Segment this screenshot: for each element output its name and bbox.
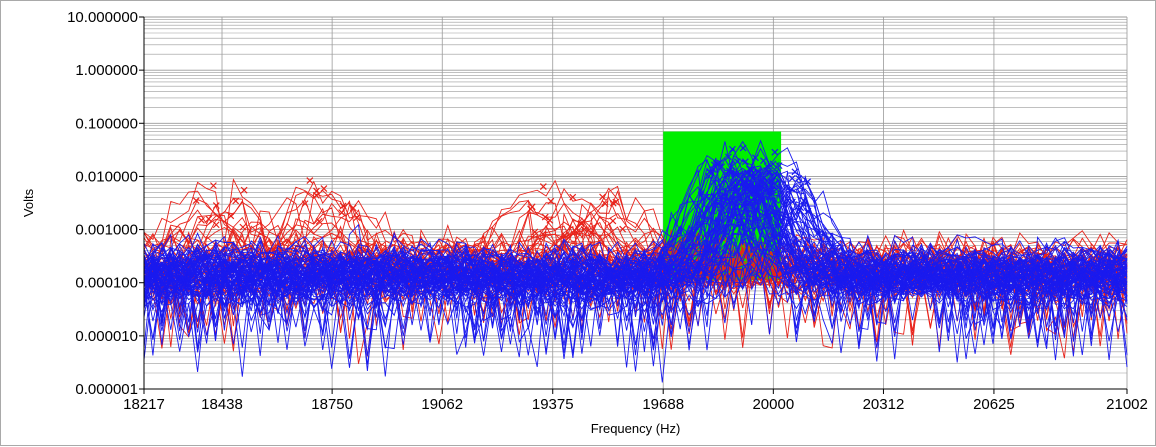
blue-peak-marker — [771, 148, 779, 156]
y-tick-label: 0.010000 — [75, 168, 138, 185]
red-peak-marker — [210, 182, 217, 190]
blue-peak-marker — [747, 185, 755, 193]
blue-series-line — [143, 196, 1128, 369]
red-peak-marker — [546, 216, 554, 224]
blue-peak-marker — [710, 161, 718, 169]
red-peak-marker — [301, 200, 309, 208]
blue-series-line — [143, 187, 1128, 335]
red-peak-marker — [599, 193, 606, 201]
red-peak-marker — [306, 177, 314, 184]
red-peak-marker — [198, 216, 205, 224]
blue-peak-marker — [740, 178, 747, 186]
x-axis-title: Frequency (Hz) — [591, 421, 681, 436]
y-tick-label: 0.000010 — [75, 328, 138, 345]
x-tick-label: 20625 — [973, 396, 1015, 413]
x-tick-label: 20312 — [863, 396, 905, 413]
y-tick-label: 0.000001 — [75, 381, 138, 398]
red-peak-marker — [619, 225, 627, 233]
blue-peak-marker — [706, 168, 714, 176]
blue-peak-marker — [788, 174, 796, 182]
blue-peak-marker — [741, 158, 749, 166]
blue-peak-marker — [728, 162, 736, 170]
blue-series-line — [143, 188, 1128, 343]
y-tick-label: 10.000000 — [67, 9, 138, 26]
red-peak-marker — [212, 202, 220, 209]
blue-series-line — [143, 175, 1128, 368]
blue-series-line — [143, 198, 1128, 368]
red-peak-marker — [239, 223, 247, 231]
blue-peak-marker — [731, 170, 739, 178]
y-tick-label: 0.000100 — [75, 275, 138, 292]
red-peak-marker — [609, 217, 617, 225]
x-tick-label: 19688 — [642, 396, 684, 413]
red-peak-marker — [315, 217, 323, 225]
blue-peak-marker — [771, 169, 779, 177]
blue-peak-marker — [769, 186, 777, 194]
blue-peak-marker — [760, 157, 767, 165]
x-tick-label: 18750 — [311, 396, 353, 413]
blue-peak-marker — [717, 193, 724, 201]
y-axis-title: Volts — [21, 188, 36, 217]
x-tick-label: 19062 — [421, 396, 463, 413]
x-tick-label: 21002 — [1106, 396, 1148, 413]
blue-series-line — [143, 185, 1128, 344]
blue-peak-marker — [698, 189, 705, 197]
blue-peak-marker — [775, 162, 783, 170]
x-tick-label: 18438 — [201, 396, 243, 413]
red-peak-marker — [528, 203, 536, 211]
red-peak-marker — [192, 197, 200, 204]
y-tick-label: 1.000000 — [75, 62, 138, 79]
blue-series-line — [143, 158, 1128, 348]
blue-peak-marker — [791, 168, 799, 176]
red-peak-marker — [569, 193, 577, 201]
x-tick-label: 18217 — [123, 396, 165, 413]
y-tick-label: 0.100000 — [75, 115, 138, 132]
red-peak-marker — [547, 197, 555, 205]
blue-peak-marker — [728, 145, 736, 153]
blue-peak-marker — [731, 199, 739, 207]
x-tick-label: 20000 — [752, 396, 794, 413]
red-peak-marker — [601, 200, 609, 208]
red-peak-marker — [320, 185, 328, 192]
blue-series-line — [143, 174, 1128, 346]
red-peak-marker — [312, 191, 320, 199]
blue-peak-marker — [710, 178, 717, 186]
blue-peak-marker — [724, 153, 732, 161]
red-peak-marker — [539, 183, 547, 190]
red-peak-marker — [240, 186, 248, 194]
x-tick-label: 19375 — [532, 396, 574, 413]
y-tick-label: 0.001000 — [75, 222, 138, 239]
red-peak-marker — [232, 197, 240, 205]
blue-peak-marker — [751, 154, 759, 162]
blue-peak-marker — [705, 172, 713, 180]
blue-peak-marker — [739, 144, 747, 152]
blue-series-line — [143, 173, 1128, 341]
plot-area — [144, 17, 1127, 389]
